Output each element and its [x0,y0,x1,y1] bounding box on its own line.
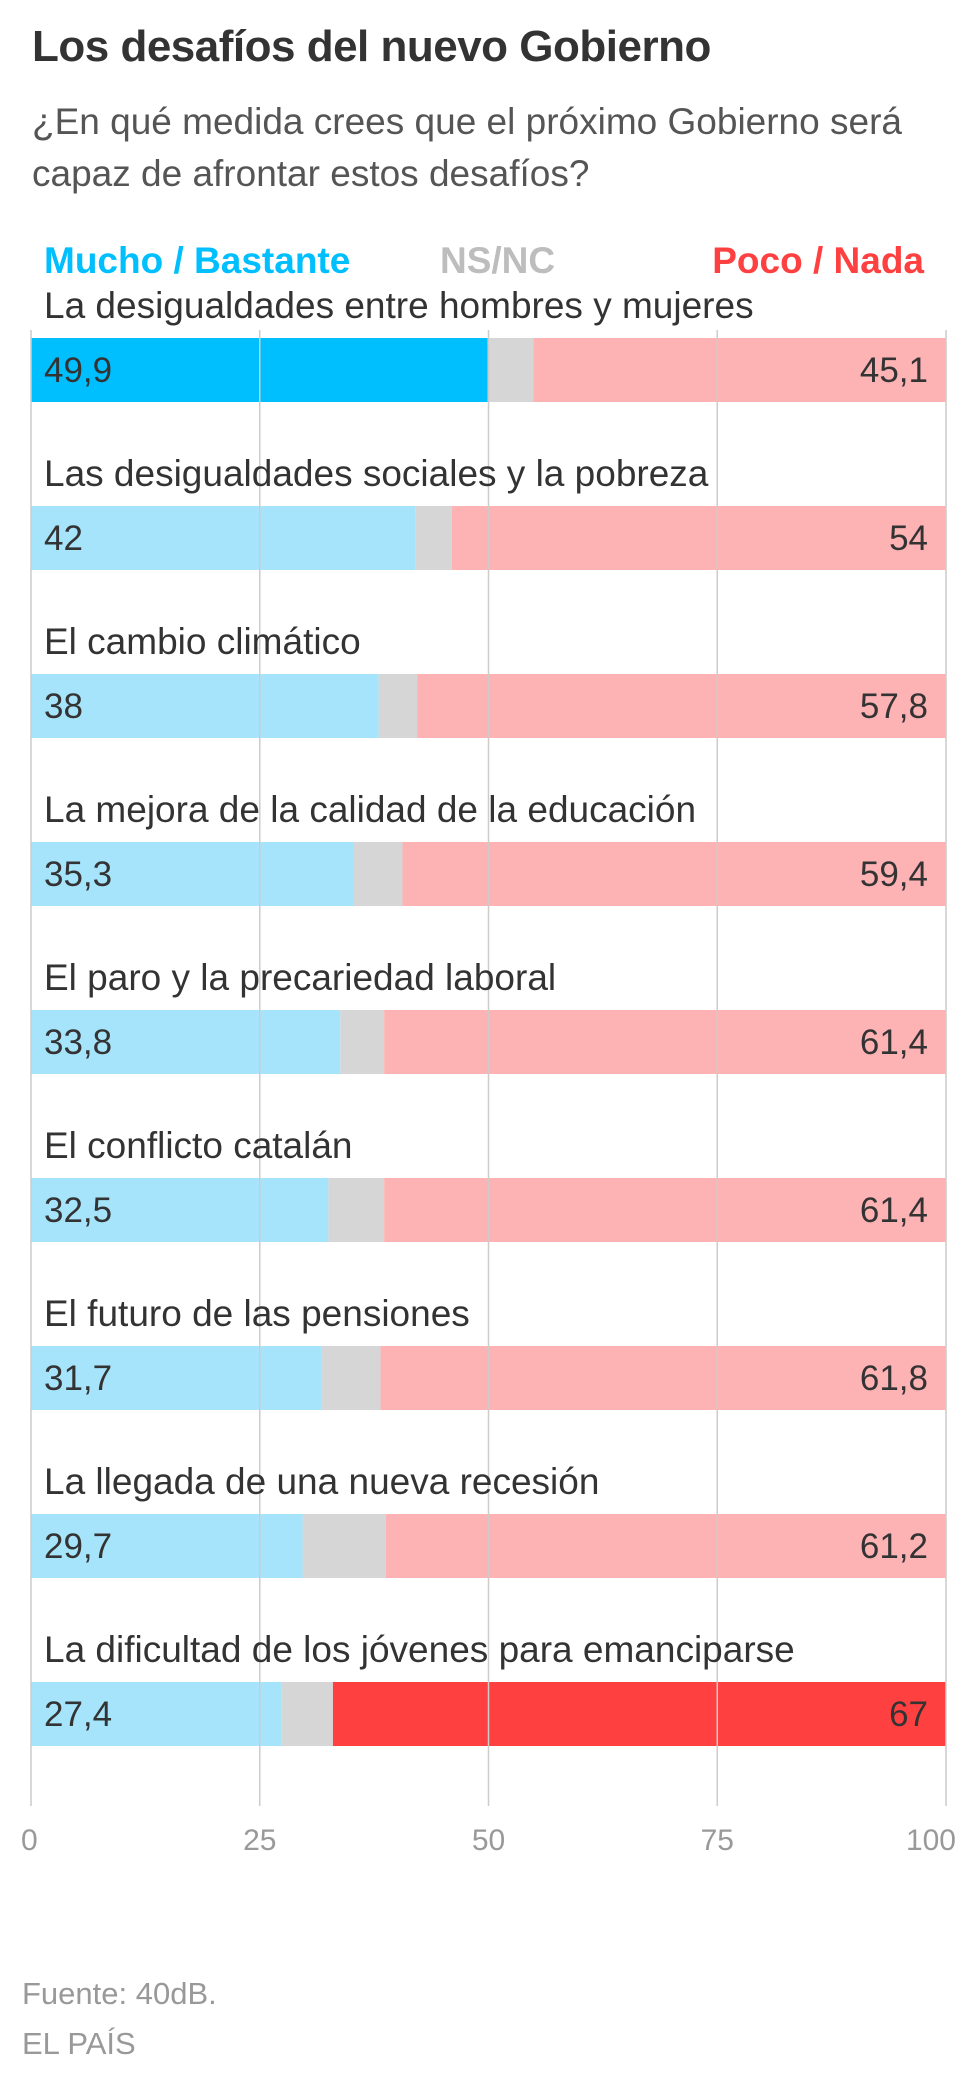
value-label-mucho: 42 [44,519,83,558]
bar-poco-nada [451,506,946,570]
bar-poco-nada [384,1178,946,1242]
x-tick-label: 75 [701,1824,734,1857]
brand-label: EL PAÍS [22,2026,136,2061]
source-note: Fuente: 40dB. [22,1976,217,2011]
category-label: Las desigualdades sociales y la pobreza [44,453,709,494]
bar-mucho-bastante [31,1346,322,1410]
bar-mucho-bastante [31,506,416,570]
value-label-poco: 45,1 [860,351,928,390]
value-label-poco: 57,8 [860,687,928,726]
value-label-mucho: 33,8 [44,1023,112,1062]
bar-poco-nada [380,1346,946,1410]
category-label: La desigualdades entre hombres y mujeres [44,285,754,326]
value-label-poco: 61,4 [860,1191,928,1230]
bar-mucho-bastante [31,1514,303,1578]
category-label: La dificultad de los jóvenes para emanci… [44,1629,795,1670]
value-label-poco: 59,4 [860,855,928,894]
bar-poco-nada [417,674,946,738]
stacked-bar-chart: La desigualdades entre hombres y mujeres… [21,285,956,1857]
category-label: El cambio climático [44,621,361,662]
gridlines-layer [30,330,947,1806]
bar-mucho-bastante [31,842,354,906]
legend-ns-nc: NS/NC [440,240,556,281]
value-label-poco: 61,2 [860,1527,928,1566]
value-label-mucho: 31,7 [44,1359,112,1398]
bar-mucho-bastante [31,1682,282,1746]
bar-ns-nc [328,1178,385,1242]
value-label-mucho: 32,5 [44,1191,112,1230]
category-label: La llegada de una nueva recesión [44,1461,599,1502]
bar-poco-nada [402,842,946,906]
bar-ns-nc [415,506,452,570]
bar-ns-nc [378,674,418,738]
category-label: La mejora de la calidad de la educación [44,789,696,830]
x-tick-label: 100 [906,1824,956,1857]
chart-title: Los desafíos del nuevo Gobierno [32,22,711,71]
value-label-mucho: 38 [44,687,83,726]
value-label-poco: 61,8 [860,1359,928,1398]
value-label-poco: 61,4 [860,1023,928,1062]
chart-subtitle: ¿En qué medida crees que el próximo Gobi… [32,101,902,194]
bar-ns-nc [340,1010,385,1074]
bar-ns-nc [353,842,403,906]
legend-poco-nada: Poco / Nada [712,240,924,281]
value-label-mucho: 29,7 [44,1527,112,1566]
value-label-mucho: 27,4 [44,1695,112,1734]
category-label: El conflicto catalán [44,1125,353,1166]
bar-ns-nc [302,1514,387,1578]
category-label: El futuro de las pensiones [44,1293,470,1334]
bars-layer [31,338,946,1746]
bar-poco-nada [386,1514,946,1578]
x-tick-label: 50 [472,1824,505,1857]
value-label-poco: 67 [889,1695,928,1734]
bar-mucho-bastante [31,674,379,738]
category-label: El paro y la precariedad laboral [44,957,556,998]
x-tick-label: 0 [21,1824,38,1857]
value-label-mucho: 35,3 [44,855,112,894]
bar-mucho-bastante [31,1010,341,1074]
bar-mucho-bastante [31,1178,329,1242]
bar-ns-nc [281,1682,333,1746]
bar-poco-nada [384,1010,946,1074]
bar-poco-nada [332,1682,946,1746]
legend-mucho-bastante: Mucho / Bastante [44,240,351,281]
x-tick-label: 25 [243,1824,276,1857]
bar-poco-nada [533,338,946,402]
x-axis-ticks: 0 25 50 75 100 [21,1824,956,1857]
value-label-poco: 54 [889,519,928,558]
bar-ns-nc [487,338,534,402]
bar-ns-nc [321,1346,381,1410]
value-label-mucho: 49,9 [44,351,112,390]
labels-layer: La desigualdades entre hombres y mujeres… [44,285,928,1734]
